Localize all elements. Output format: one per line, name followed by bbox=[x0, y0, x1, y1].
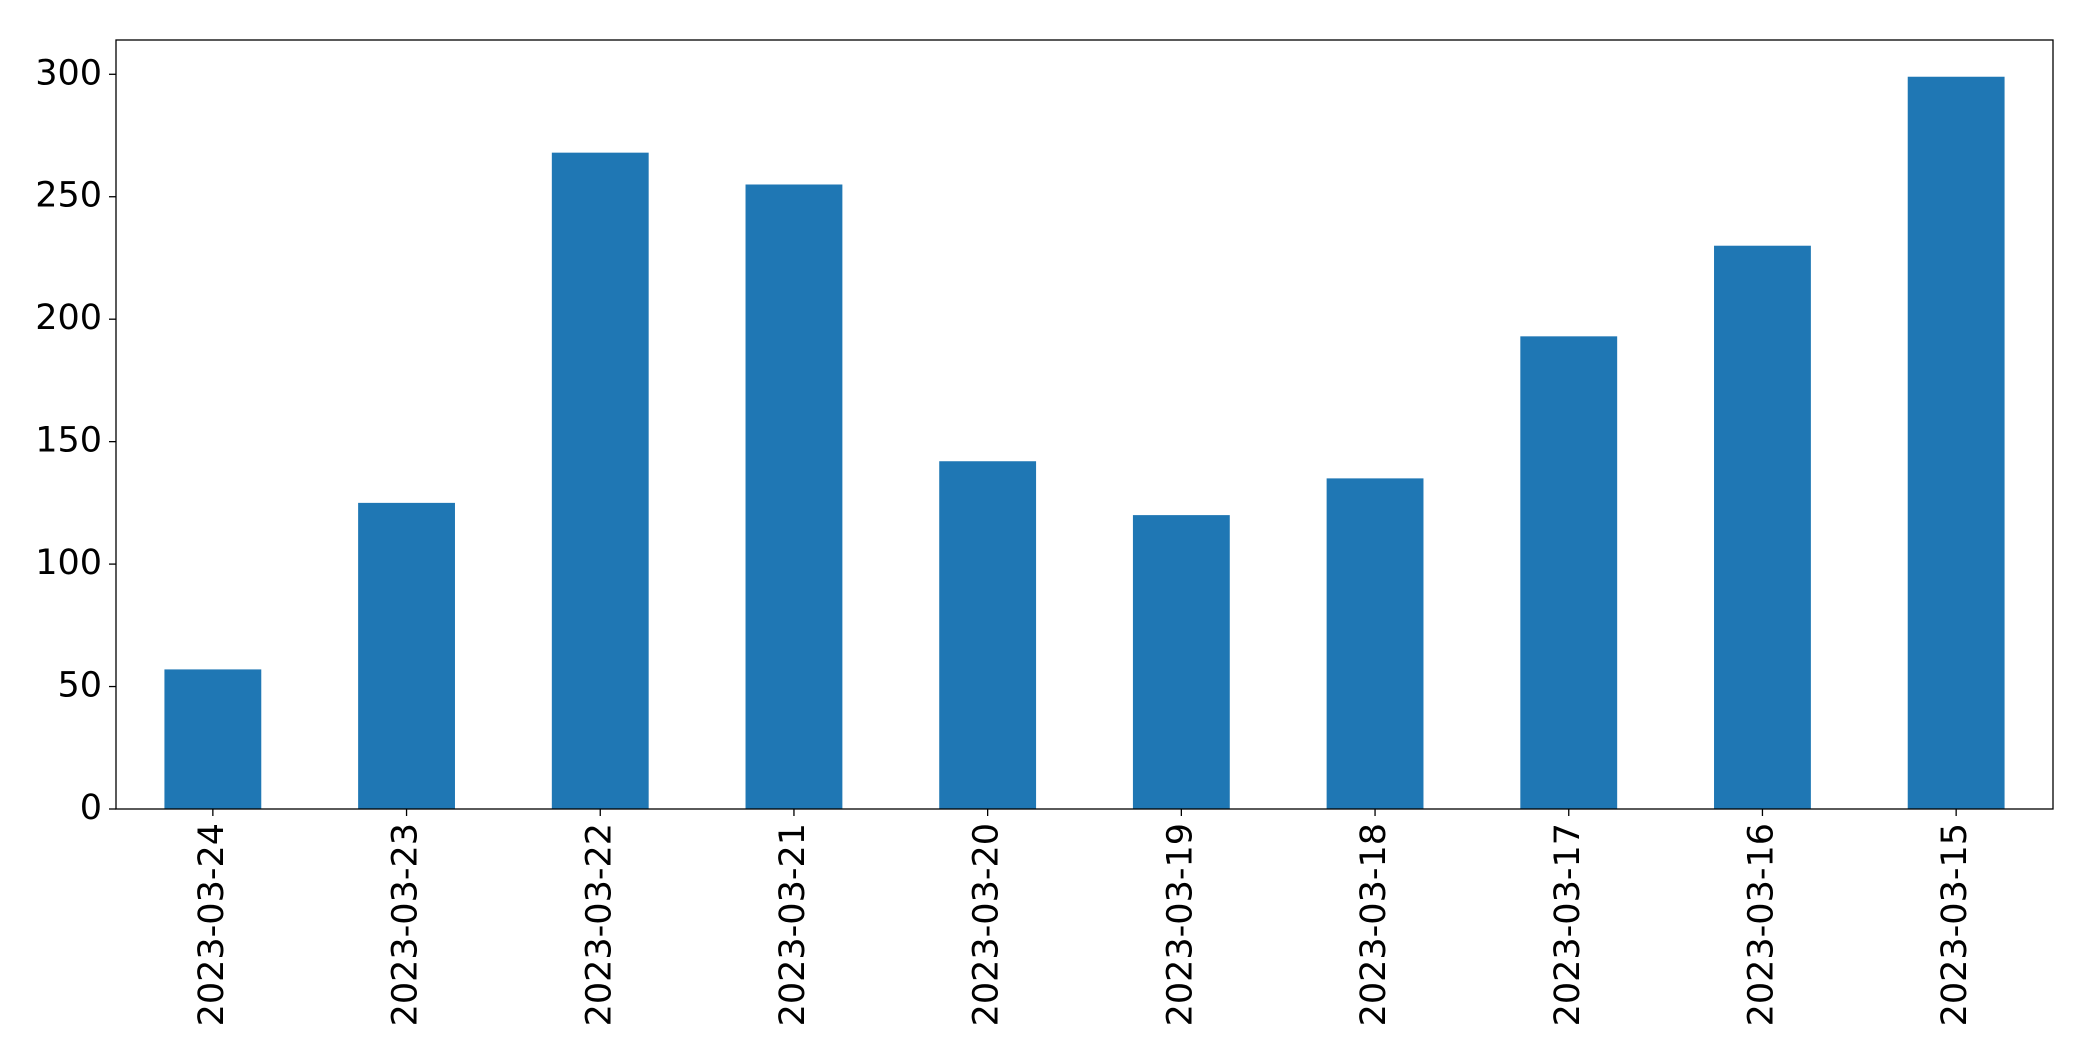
x-tick-label: 2023-03-15 bbox=[1935, 823, 1975, 1026]
y-tick-label: 200 bbox=[35, 298, 102, 338]
bar bbox=[358, 502, 455, 809]
bar bbox=[551, 152, 649, 809]
x-tick-label: 2023-03-19 bbox=[1160, 823, 1200, 1026]
y-tick-label: 100 bbox=[35, 543, 102, 583]
x-tick-label: 2023-03-16 bbox=[1741, 823, 1781, 1026]
bar bbox=[939, 461, 1037, 809]
bar bbox=[1326, 478, 1424, 809]
y-tick-label: 250 bbox=[35, 176, 102, 216]
x-tick-label: 2023-03-24 bbox=[192, 823, 232, 1026]
bar bbox=[745, 184, 843, 809]
y-tick-label: 50 bbox=[57, 666, 102, 706]
x-tick-label: 2023-03-23 bbox=[386, 823, 426, 1026]
y-tick-label: 300 bbox=[35, 53, 102, 93]
bar bbox=[1907, 76, 2005, 810]
bar bbox=[164, 669, 262, 809]
x-tick-label: 2023-03-22 bbox=[579, 823, 619, 1026]
bar bbox=[1132, 515, 1230, 809]
bar bbox=[1520, 336, 1618, 809]
y-tick-label: 150 bbox=[35, 421, 102, 461]
x-tick-label: 2023-03-21 bbox=[773, 823, 813, 1026]
plot-frame bbox=[115, 39, 2054, 810]
x-tick-label: 2023-03-20 bbox=[967, 823, 1007, 1026]
bar bbox=[1714, 245, 1811, 810]
x-tick-label: 2023-03-17 bbox=[1548, 823, 1588, 1026]
y-tick-label: 0 bbox=[80, 788, 102, 828]
x-tick-label: 2023-03-18 bbox=[1354, 823, 1394, 1026]
